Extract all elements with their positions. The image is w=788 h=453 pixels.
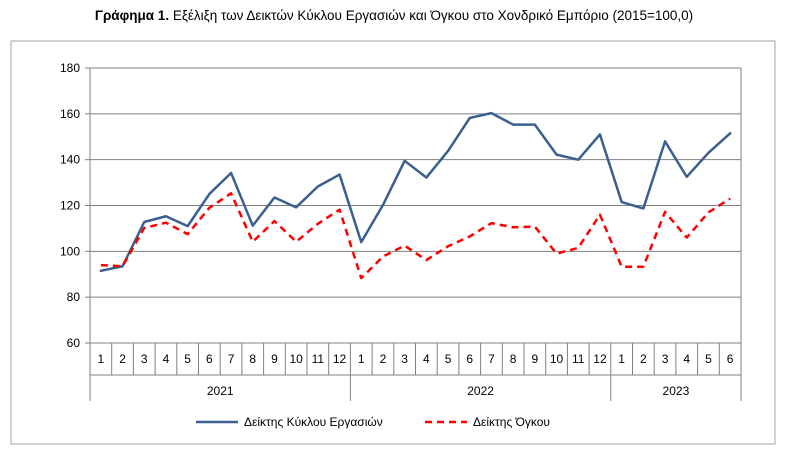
x-month-label: 5: [445, 352, 452, 366]
x-axis: 1 2 3 4 5 6 7 8 9 10 11 12 1 2 3 4 5 6 7 8 9 10 11 12 1 2 3 4 5 62021…: [89, 343, 742, 401]
x-month-label: 5: [705, 352, 712, 366]
x-month-label: 4: [423, 352, 430, 366]
series-line-turnover: [99, 111, 732, 273]
x-month-label: 10: [550, 352, 564, 366]
x-month-label: 11: [312, 352, 325, 366]
x-month-label: 12: [333, 352, 347, 366]
legend-label: Δείκτης Όγκου: [473, 415, 550, 429]
series-lines: [99, 111, 732, 280]
chart-frame: [10, 40, 776, 445]
x-month-label: 3: [401, 352, 408, 366]
x-month-label: 9: [271, 352, 278, 366]
x-month-label: 2: [640, 352, 647, 366]
y-tick-label: 120: [60, 199, 80, 213]
x-month-label: 11: [572, 352, 585, 366]
y-tick-label: 160: [60, 107, 80, 121]
y-tick-label: 60: [67, 336, 81, 350]
x-month-label: 8: [510, 352, 517, 366]
x-month-label: 8: [249, 352, 256, 366]
series-line-volume: [100, 192, 731, 280]
x-month-label: 1: [98, 352, 105, 366]
x-month-label: 4: [163, 352, 170, 366]
chart-title-prefix: Γράφημα 1.: [94, 8, 170, 23]
x-month-label: 5: [184, 352, 191, 366]
x-year-label: 2023: [663, 384, 690, 398]
y-tick-label: 140: [60, 153, 80, 167]
x-month-label: 10: [289, 352, 303, 366]
legend: Δείκτης Κύκλου Εργασιών Δείκτης Όγκου: [196, 415, 550, 429]
x-month-label: 9: [532, 352, 539, 366]
y-tick-label: 100: [60, 244, 80, 258]
x-month-label: 3: [662, 352, 669, 366]
x-month-label: 7: [488, 352, 495, 366]
x-month-label: 3: [141, 352, 148, 366]
y-tick-label: 180: [60, 61, 80, 75]
y-tick-label: 80: [67, 290, 81, 304]
legend-label: Δείκτης Κύκλου Εργασιών: [244, 415, 383, 429]
x-month-label: 1: [358, 352, 365, 366]
x-year-label: 2021: [207, 384, 234, 398]
y-axis-ticks: 60 80 100 120 140 160 180: [60, 61, 90, 350]
x-month-label: 7: [228, 352, 235, 366]
x-month-label: 2: [380, 352, 387, 366]
x-month-label: 12: [593, 352, 607, 366]
x-month-label: 6: [466, 352, 473, 366]
x-month-label: 4: [683, 352, 690, 366]
chart-title: Γράφημα 1. Εξέλιξη των Δεικτών Κύκλου Ερ…: [0, 8, 788, 23]
x-month-label: 2: [119, 352, 126, 366]
x-month-label: 1: [618, 352, 625, 366]
x-month-label: 6: [206, 352, 213, 366]
x-year-label: 2022: [467, 384, 494, 398]
chart-title-text: Εξέλιξη των Δεικτών Κύκλου Εργασιών και …: [172, 8, 694, 23]
x-month-label: 6: [727, 352, 734, 366]
